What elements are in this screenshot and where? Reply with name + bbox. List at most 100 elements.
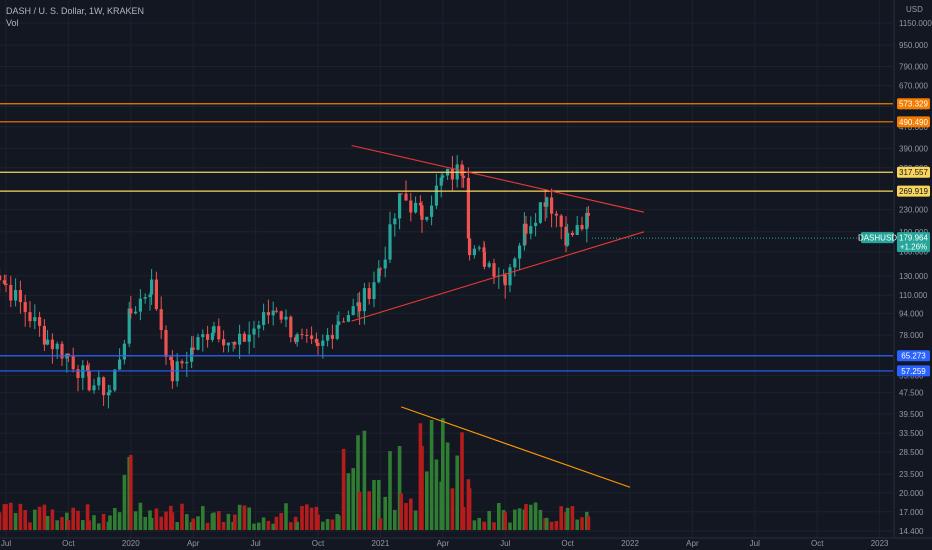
candle-body <box>342 321 346 323</box>
volume-bar <box>309 507 314 530</box>
volume-bar <box>586 516 591 530</box>
volume-bar <box>580 517 584 530</box>
candle-body <box>134 311 138 314</box>
candle-body <box>330 334 334 339</box>
volume-bar <box>570 506 575 530</box>
volume-bar <box>565 507 570 530</box>
last-price-change: +1.26% <box>900 243 927 252</box>
volume-bar <box>477 517 481 530</box>
volume-bar <box>129 455 133 530</box>
candle-body <box>210 332 214 340</box>
volume-bar <box>252 523 256 530</box>
candle-body <box>529 226 533 234</box>
volume-bar <box>517 508 522 530</box>
volume-bar <box>212 512 216 530</box>
volume-bar <box>85 504 90 530</box>
volume-bar <box>399 493 403 530</box>
volume-bar <box>397 445 402 530</box>
candle-body <box>430 205 434 217</box>
volume-label[interactable]: Vol <box>6 18 19 28</box>
price-tick-label: 230.000 <box>899 206 928 215</box>
time-tick-label: Jul <box>500 539 510 548</box>
volume-bar <box>413 510 418 530</box>
volume-bar <box>321 521 325 530</box>
volume-bar <box>492 522 496 530</box>
candle-body <box>586 212 590 216</box>
price-candles <box>0 155 590 409</box>
candle-body <box>420 205 424 220</box>
volume-bar <box>18 503 23 530</box>
volume-bar <box>154 508 159 530</box>
volume-bar <box>300 506 304 530</box>
candle-body <box>180 361 184 364</box>
price-tick-label: 110.000 <box>899 291 928 300</box>
volume-bar <box>9 502 13 530</box>
price-tick-label: 1150.000 <box>899 19 932 28</box>
candle-body <box>314 338 318 343</box>
candle-body <box>185 361 189 364</box>
volume-bar <box>367 491 371 530</box>
candle-body <box>71 356 75 370</box>
candle-body <box>148 294 152 298</box>
candle-body <box>425 216 429 220</box>
candle-body <box>9 284 13 301</box>
candle-body <box>441 175 445 178</box>
volume-bar <box>461 507 466 530</box>
candle-body <box>81 365 85 378</box>
time-tick-label: Apr <box>686 539 699 548</box>
candle-body <box>87 370 91 391</box>
candle-body <box>262 312 266 326</box>
volume-trend-line[interactable] <box>401 406 631 488</box>
candle-body <box>164 330 168 357</box>
volume-bar <box>170 512 175 530</box>
volume-bar <box>37 506 42 530</box>
candle-body <box>543 202 547 207</box>
volume-bar <box>0 512 2 530</box>
candle-body <box>97 377 101 386</box>
candle-body <box>295 334 299 342</box>
candle-body <box>575 224 579 235</box>
volume-bar <box>159 516 163 530</box>
candle-body <box>150 279 154 295</box>
volume-bar <box>467 488 472 530</box>
candle-body <box>477 247 481 249</box>
price-axis[interactable]: USD1150.000950.000790.000670.000560.0004… <box>858 0 932 550</box>
candle-body <box>247 334 251 342</box>
volume-bar <box>472 520 477 530</box>
symbol-title[interactable]: DASH / U. S. Dollar, 1W, KRAKEN <box>6 6 145 16</box>
candle-body <box>233 342 237 345</box>
candle-body <box>274 310 278 312</box>
volume-bar <box>45 515 50 530</box>
volume-bar <box>143 516 147 530</box>
volume-bar <box>503 512 507 530</box>
candle-body <box>404 193 408 201</box>
time-tick-label: 2023 <box>871 539 889 548</box>
volume-bar <box>305 504 309 530</box>
volume-bar <box>164 511 168 530</box>
volume-bar <box>388 451 392 530</box>
level-tag <box>897 350 930 362</box>
volume-bars <box>0 418 591 530</box>
candle-body <box>0 275 2 281</box>
candle-body <box>113 369 117 391</box>
candle-body <box>23 302 27 313</box>
volume-bar <box>97 523 101 530</box>
candle-body <box>367 288 371 300</box>
time-axis[interactable]: Jul Oct 2020 Apr Jul Oct 2021 Apr Jul Oct 2022 Apr J… <box>0 537 932 548</box>
volume-bar <box>497 503 501 530</box>
volume-bar <box>261 517 266 530</box>
volume-bar <box>356 435 360 530</box>
volume-bar <box>266 520 271 530</box>
volume-bar <box>325 519 330 530</box>
volume-bar <box>66 519 71 530</box>
volume-bar <box>533 502 538 530</box>
candle-body <box>190 347 194 362</box>
candle-body <box>566 232 570 246</box>
candle-body <box>518 245 522 259</box>
triangle-upper-line[interactable] <box>351 144 645 213</box>
candle-body <box>42 325 46 345</box>
triangle-lower-line[interactable] <box>351 231 645 322</box>
volume-bar <box>378 518 383 530</box>
price-tick-label: 14.400 <box>899 527 924 536</box>
